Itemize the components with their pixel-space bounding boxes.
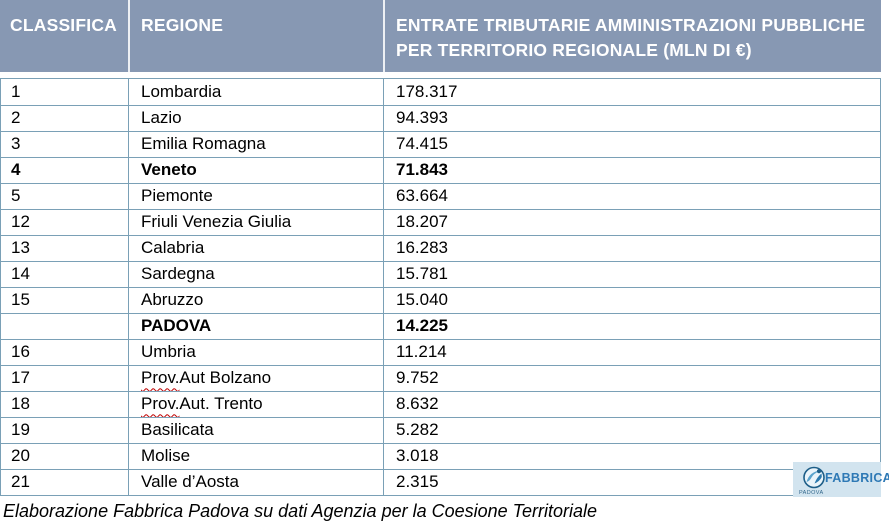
column-header-regione: REGIONE [128,0,383,72]
header-body-gap [0,72,881,78]
misspelled-word: Prov. [141,394,180,414]
table-row: 14 Sardegna 15.781 [1,261,880,287]
region-cell: Friuli Venezia Giulia [128,210,383,235]
rank-cell: 16 [11,342,30,362]
region-cell: Molise [128,444,383,469]
table-row: 4 Veneto 71.843 [1,157,880,183]
rank-cell: 14 [11,264,30,284]
table-row: 16 Umbria 11.214 [1,339,880,365]
rank-cell: 1 [11,81,21,101]
rank-cell: 2 [11,108,21,128]
region-cell: Umbria [128,340,383,365]
table-row: 21 Valle d’Aosta 2.315 [1,469,880,495]
region-cell: Calabria [128,236,383,261]
table-row: 17 Prov. Aut Bolzano 9.752 [1,365,880,391]
value-cell: 94.393 [383,106,880,131]
table-row: 19 Basilicata 5.282 [1,417,880,443]
region-cell: PADOVA [128,314,383,339]
value-cell: 18.207 [383,210,880,235]
value-cell: 15.040 [383,288,880,313]
value-cell: 8.632 [383,392,880,417]
table-row: 13 Calabria 16.283 [1,235,880,261]
table-row: 15 Abruzzo 15.040 [1,287,880,313]
value-cell: 14.225 [383,314,880,339]
table-row: 3 Emilia Romagna 74.415 [1,131,880,157]
region-cell: Piemonte [128,184,383,209]
rank-cell: 18 [11,394,30,414]
table-row: 12 Friuli Venezia Giulia 18.207 [1,209,880,235]
value-cell: 74.415 [383,132,880,157]
value-cell: 16.283 [383,236,880,261]
value-cell: 11.214 [383,340,880,365]
fabbrica-padova-logo: PADOVA FABBRICA [793,462,889,497]
rank-cell: 19 [11,420,30,440]
value-cell: 9.752 [383,366,880,391]
table-row: 18 Prov. Aut. Trento 8.632 [1,391,880,417]
region-cell: Sardegna [128,262,383,287]
logo-city-label: PADOVA [799,489,824,496]
rank-cell: 3 [11,134,21,154]
table-row: 20 Molise 3.018 [1,443,880,469]
region-cell: Prov. Aut. Trento [128,392,383,417]
value-cell: 2.315 [383,470,880,495]
rank-cell: 4 [11,160,21,180]
value-cell: 5.282 [383,418,880,443]
rank-cell: 20 [11,446,30,466]
misspelled-word: Prov. [141,368,180,388]
region-cell: Abruzzo [128,288,383,313]
table-header-row: CLASSIFICA REGIONE ENTRATE TRIBUTARIE AM… [0,0,881,72]
rank-cell: 17 [11,368,30,388]
table-row: 5 Piemonte 63.664 [1,183,880,209]
logo-name-label: FABBRICA [825,470,889,485]
table-body: 1 Lombardia 178.317 2 Lazio 94.393 3 Emilia Rom… [0,78,881,496]
region-cell: Prov. Aut Bolzano [128,366,383,391]
source-caption: Elaborazione Fabbrica Padova su dati Age… [3,501,598,521]
column-header-classifica: CLASSIFICA [10,15,117,35]
region-cell: Veneto [128,158,383,183]
region-cell: Lazio [128,106,383,131]
value-cell: 63.664 [383,184,880,209]
table-row: 1 Lombardia 178.317 [1,79,880,105]
value-cell: 71.843 [383,158,880,183]
rank-cell: 12 [11,212,30,232]
table-row: PADOVA 14.225 [1,313,880,339]
value-cell: 15.781 [383,262,880,287]
column-header-entrate: ENTRATE TRIBUTARIE AMMINISTRAZIONI PUBBL… [383,0,881,72]
value-cell: 3.018 [383,444,880,469]
region-cell: Valle d’Aosta [128,470,383,495]
rank-cell: 15 [11,290,30,310]
table-row: 2 Lazio 94.393 [1,105,880,131]
rank-cell [1,314,128,339]
ranking-table: CLASSIFICA REGIONE ENTRATE TRIBUTARIE AM… [0,0,881,496]
rank-cell: 5 [11,186,21,206]
region-cell: Lombardia [128,79,383,105]
region-cell: Emilia Romagna [128,132,383,157]
rank-cell: 13 [11,238,30,258]
region-cell: Basilicata [128,418,383,443]
fabbrica-padova-emblem-icon: PADOVA [799,465,828,496]
rank-cell: 21 [11,472,30,492]
value-cell: 178.317 [383,79,880,105]
